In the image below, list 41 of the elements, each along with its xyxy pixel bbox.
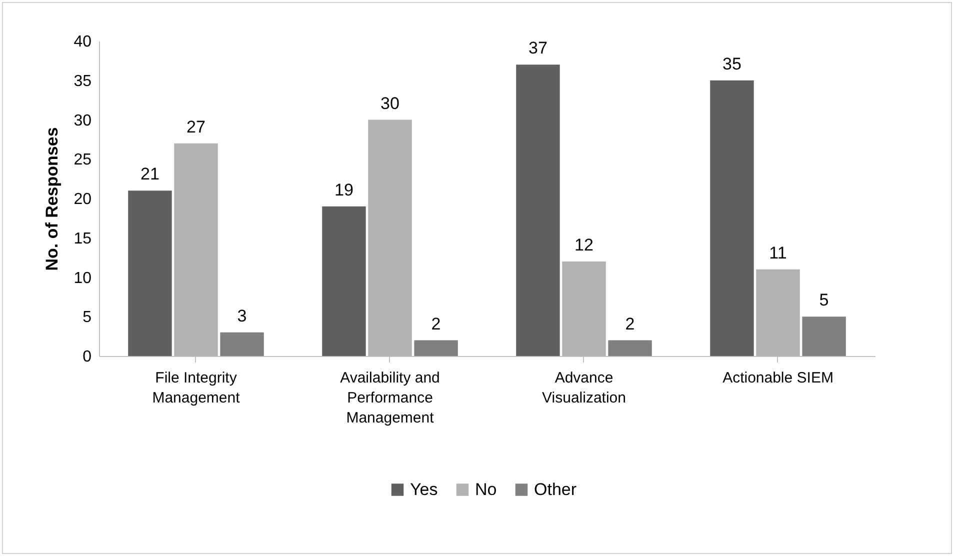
data-label: 12 bbox=[574, 236, 594, 254]
legend-label: Other bbox=[534, 480, 577, 499]
bar bbox=[220, 332, 264, 356]
data-label: 19 bbox=[334, 180, 354, 200]
bar bbox=[174, 143, 218, 356]
bar bbox=[562, 262, 606, 356]
bar bbox=[710, 80, 754, 356]
y-tick-label: 40 bbox=[74, 34, 92, 50]
bar bbox=[756, 269, 800, 356]
bar bbox=[128, 190, 172, 356]
x-tick-label: File Integrity Management bbox=[152, 370, 241, 406]
bar bbox=[516, 64, 560, 356]
legend-label: No bbox=[475, 480, 497, 499]
data-label: 27 bbox=[186, 117, 206, 136]
data-label: 30 bbox=[380, 94, 400, 113]
data-label: 3 bbox=[237, 306, 247, 326]
bar bbox=[322, 206, 366, 356]
data-label: 2 bbox=[431, 314, 441, 334]
x-tick-label: Advance Visualization bbox=[542, 370, 626, 406]
y-tick-label: 15 bbox=[74, 230, 92, 248]
y-tick-label: 25 bbox=[74, 152, 92, 169]
y-tick-label: 0 bbox=[82, 348, 92, 366]
y-axis-title: No. of Responses bbox=[42, 127, 62, 271]
bar bbox=[608, 340, 652, 356]
data-label: 5 bbox=[819, 290, 829, 310]
bar bbox=[802, 316, 846, 356]
data-label: 21 bbox=[140, 164, 160, 184]
y-tick-label: 30 bbox=[74, 112, 92, 130]
data-label: 11 bbox=[769, 243, 787, 262]
bar bbox=[368, 120, 412, 356]
y-tick-label: 10 bbox=[74, 270, 92, 287]
y-tick-label: 20 bbox=[74, 191, 92, 208]
data-label: 37 bbox=[528, 38, 548, 58]
legend-label: Yes bbox=[410, 480, 438, 499]
bar bbox=[414, 340, 458, 356]
x-tick-label: Availability and Performance Management bbox=[340, 370, 440, 426]
data-label: 35 bbox=[722, 54, 742, 74]
data-label: 2 bbox=[625, 314, 635, 334]
y-tick-label: 35 bbox=[74, 72, 92, 90]
x-tick-label: Actionable SIEM bbox=[722, 370, 834, 386]
y-tick-label: 5 bbox=[82, 309, 92, 326]
